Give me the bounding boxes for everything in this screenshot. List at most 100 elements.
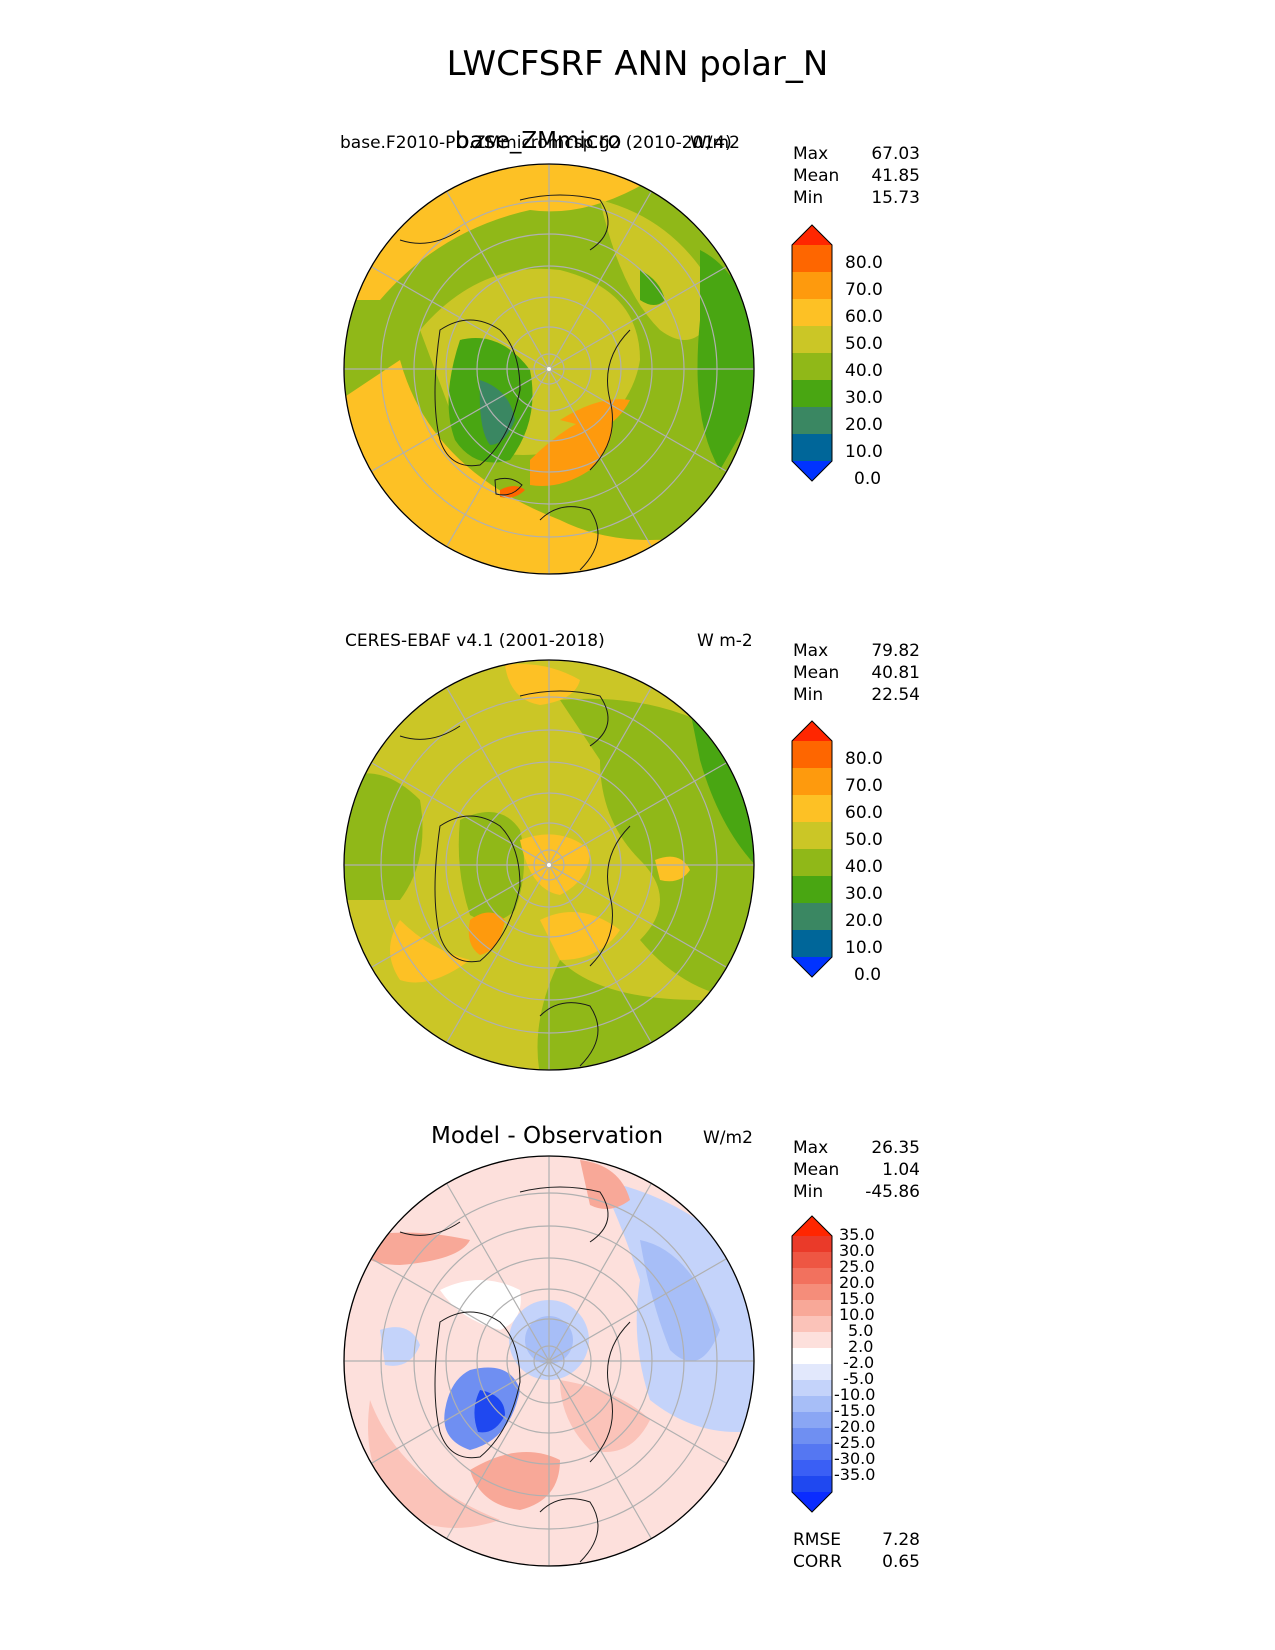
polar-map-difference [344,1156,754,1566]
stat-max-value: 67.03 [871,144,920,164]
panel-model-title-center: base_ZMmicro [455,128,622,154]
panel-obs-units: W m-2 [697,631,753,651]
panel-obs-title-left: CERES-EBAF v4.1 (2001-2018) [345,631,605,651]
colorbar-tick-label: 30.0 [845,884,883,904]
colorbar-segment [792,1396,832,1413]
stat-min-value: 15.73 [871,188,920,208]
colorbar-tick-label: 70.0 [845,776,883,796]
colorbar-segment [792,1236,832,1253]
colorbar-tick-label: 60.0 [845,307,883,327]
colorbar-extend-max [792,225,832,245]
colorbar-tick-label: 40.0 [845,857,883,877]
colorbar-segment [792,768,832,796]
colorbar-segment [792,1460,832,1477]
colorbar-tick-label: 35.0 [839,1225,875,1244]
stat-max-value: 79.82 [871,641,920,661]
colorbar-segment [792,795,832,823]
colorbar-tick-label: 25.0 [839,1257,875,1276]
polar-map-observation [344,660,754,1070]
colorbar-segment [792,1428,832,1445]
colorbar-segment [792,903,832,931]
metric-corr-value: 0.65 [882,1552,920,1572]
colorbar-observation [791,720,833,978]
colorbar-segment [792,876,832,904]
stat-min-label: Min [793,188,824,208]
panel-model-title-left: base.F2010-PD.ZMmicromcsp.g2 (2010-2014) [340,133,732,153]
colorbar-tick-label: 40.0 [845,361,883,381]
colorbar-segment [792,353,832,381]
stat-min-value: -45.86 [865,1182,920,1202]
colorbar-segment [792,1412,832,1429]
colorbar-segment [792,1300,832,1317]
panel-diff-units: W/m2 [703,1128,753,1148]
colorbar-outline [791,720,833,978]
colorbar-segment [792,299,832,327]
stat-min-value: 22.54 [871,685,920,705]
figure-title: LWCFSRF ANN polar_N [446,44,829,84]
stat-min-label: Min [793,1182,824,1202]
colorbar-segment [792,1284,832,1301]
stat-mean-value: 1.04 [882,1160,920,1180]
colorbar-tick-label: -5.0 [843,1369,875,1388]
colorbar-segment [792,245,832,273]
colorbar-segment [792,822,832,850]
colorbar-tick-label: -20.0 [834,1417,876,1436]
colorbar-extend-max [792,1216,832,1236]
colorbar-tick-label: 20.0 [845,415,883,435]
colorbar-segment [792,1364,832,1381]
colorbar-segment [792,1332,832,1349]
colorbar-tick-label: -25.0 [834,1433,876,1452]
colorbar-tick-label: -10.0 [834,1385,876,1404]
stat-max-value: 26.35 [871,1138,920,1158]
colorbar-tick-label: 60.0 [845,803,883,823]
colorbar-tick-label: -2.0 [843,1353,875,1372]
colorbar-tick-label: -30.0 [834,1449,876,1468]
colorbar-segment [792,1348,832,1365]
stat-min-label: Min [793,685,824,705]
colorbar-tick-label: 0.0 [854,965,882,985]
colorbar-outline [791,1215,833,1513]
colorbar-segment [792,1252,832,1269]
colorbar-extend-min [792,957,832,977]
colorbar-tick-label: 70.0 [845,280,883,300]
colorbar-segment [792,741,832,769]
metric-rmse-label: RMSE [793,1530,842,1550]
metric-corr-label: CORR [793,1552,842,1572]
colorbar-tick-label: 10.0 [845,442,883,462]
metric-rmse-value: 7.28 [882,1530,920,1550]
panel-model-units: W/m2 [690,133,740,153]
colorbar-tick-label: 20.0 [845,911,883,931]
colorbar-extend-min [792,461,832,481]
colorbar-tick-label: 20.0 [839,1273,875,1292]
colorbar-tick-label: 50.0 [845,830,883,850]
stat-mean-label: Mean [793,166,840,186]
colorbar-tick-label: 50.0 [845,334,883,354]
colorbar-tick-label: 0.0 [854,469,882,489]
panel-diff-title-center: Model - Observation [431,1123,664,1149]
colorbar-outline [791,224,833,482]
colorbar-segment [792,272,832,300]
colorbar-segment [792,380,832,408]
colorbar-tick-label: 30.0 [845,388,883,408]
colorbar-extend-max [792,721,832,741]
panel-model: base.F2010-PD.ZMmicromcsp.g2 (2010-2014)… [0,0,1275,575]
colorbar-segment [792,407,832,435]
colorbar-tick-label: 15.0 [839,1289,875,1308]
colorbar-tick-label: 30.0 [839,1241,875,1260]
colorbar-tick-label: 5.0 [848,1321,874,1340]
colorbar-tick-label: -15.0 [834,1401,876,1420]
colorbar-segment [792,434,832,462]
stat-max-label: Max [793,144,829,164]
colorbar-segment [792,849,832,877]
colorbar-tick-label: 10.0 [839,1305,875,1324]
colorbar-model [791,224,833,482]
stat-mean-label: Mean [793,1160,840,1180]
colorbar-tick-label: 80.0 [845,749,883,769]
colorbar-tick-label: 10.0 [845,938,883,958]
panel-model-graphics [343,163,833,575]
stat-max-label: Max [793,1138,829,1158]
polar-map-model [344,164,754,574]
colorbar-extend-min [792,1492,832,1512]
colorbar-segment [792,1476,832,1493]
stat-mean-value: 40.81 [871,663,920,683]
